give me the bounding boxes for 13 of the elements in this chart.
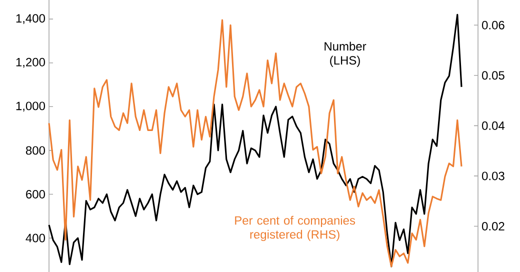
y-tick-label: 1,400 [16, 14, 46, 24]
y-tick-label: 1,000 [16, 102, 46, 112]
y-tick-label: 1,200 [16, 58, 46, 68]
y2-tick-label: 0.05 [482, 71, 504, 80]
y2-tick-label: 0.04 [482, 121, 505, 130]
text: Number (LHS) [324, 42, 366, 67]
y-tick-label: 800 [26, 146, 46, 155]
y-tick-label: 400 [26, 234, 46, 242]
y-tick-label: 600 [26, 190, 46, 198]
y2-tick-label: 0.03 [482, 172, 504, 180]
y2-tick-label: 0.02 [482, 222, 504, 230]
y2-tick-label: 0.06 [482, 20, 504, 30]
series-label: Per cent of companies registered (RHS) [235, 216, 356, 242]
